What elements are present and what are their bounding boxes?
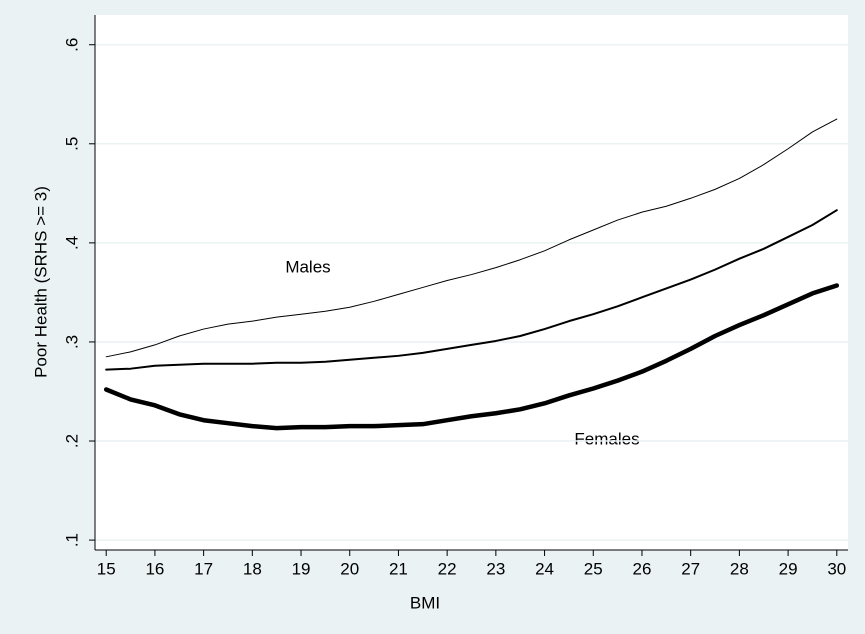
x-tick-label: 30: [827, 559, 846, 578]
x-tick-label: 26: [633, 559, 652, 578]
x-tick-label: 17: [194, 559, 213, 578]
y-tick-label: .2: [62, 434, 81, 448]
line-series: [105, 209, 838, 371]
x-tick-label: 28: [730, 559, 749, 578]
y-tick-label: .1: [62, 533, 81, 547]
annotation: Males: [285, 257, 330, 276]
y-tick-label: .3: [62, 335, 81, 349]
y-axis-label: Poor Health (SRHS >= 3): [31, 186, 50, 378]
y-tick-label: .4: [62, 236, 81, 250]
x-tick-label: 22: [438, 559, 457, 578]
x-tick-label: 29: [779, 559, 798, 578]
x-tick-label: 24: [535, 559, 554, 578]
x-tick-label: 21: [389, 559, 408, 578]
y-tick-label: .5: [62, 137, 81, 151]
annotation: Females: [574, 429, 639, 448]
x-tick-label: 27: [681, 559, 700, 578]
x-tick-label: 16: [145, 559, 164, 578]
plot-area: [95, 15, 848, 550]
line-series: [103, 283, 840, 431]
x-tick-label: 18: [243, 559, 262, 578]
x-tick-label: 25: [584, 559, 603, 578]
x-tick-label: 23: [486, 559, 505, 578]
x-tick-label: 20: [340, 559, 359, 578]
x-axis-label: BMI: [410, 593, 440, 612]
x-tick-label: 19: [292, 559, 311, 578]
line-series: [105, 118, 838, 358]
y-tick-label: .6: [62, 38, 81, 52]
x-tick-label: 15: [97, 559, 116, 578]
